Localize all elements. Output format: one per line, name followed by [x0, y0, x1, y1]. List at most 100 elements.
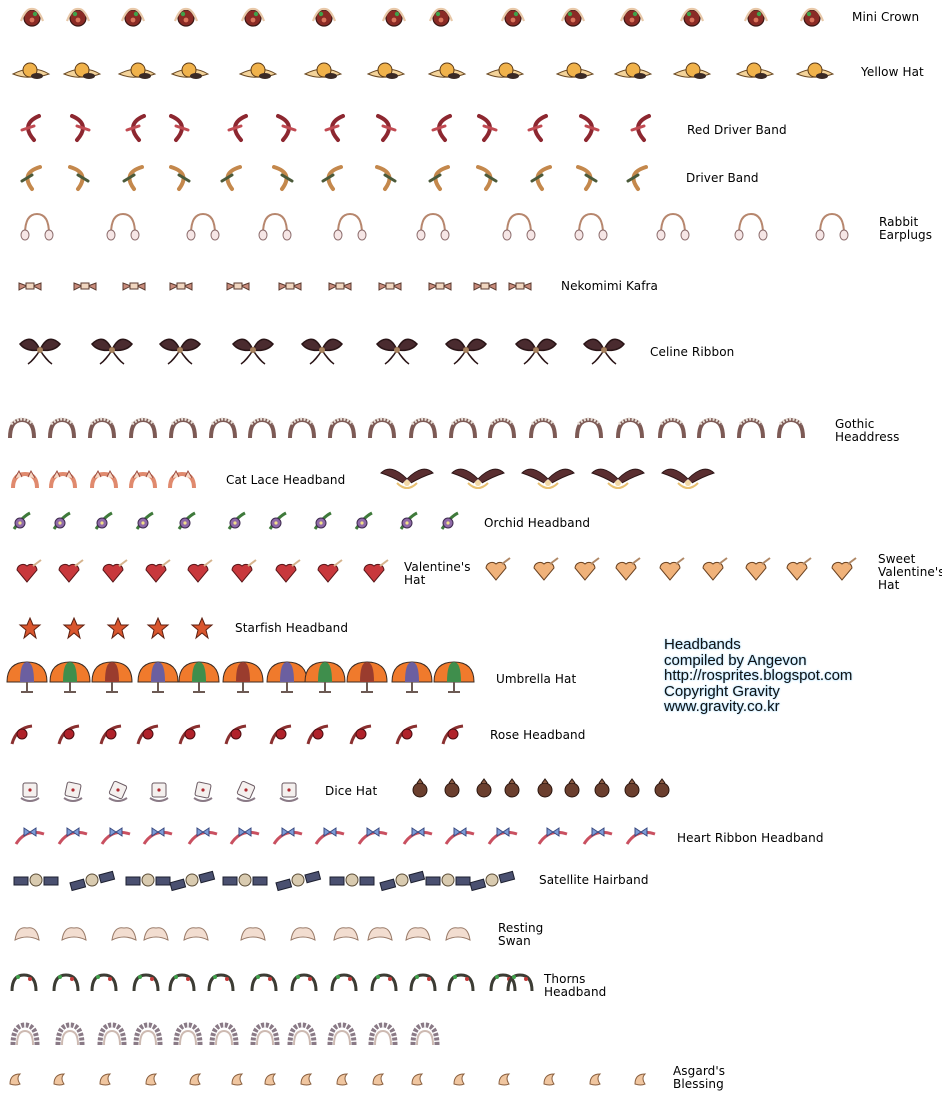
rabbit-earplugs-sprite-icon	[734, 212, 768, 241]
gothic-headdress-sprite-icon	[697, 417, 725, 439]
rose-headband-sprite-icon	[178, 724, 201, 745]
sprite-row-label: Orchid Headband	[484, 516, 591, 530]
gothic-headdress-sprite-icon	[616, 417, 644, 439]
sweet-valentines-hat-sprite-icon	[533, 557, 559, 581]
resting-swan-sprite-icon	[143, 927, 169, 941]
bag-sprites-sprite-icon	[564, 778, 580, 798]
gothic-headdress-sprite-icon	[488, 417, 516, 439]
cat-lace-headband-sprite-icon	[168, 469, 196, 489]
celine-ribbon-sprite-icon	[515, 338, 557, 365]
yellow-hat-sprite-icon	[117, 62, 157, 79]
dice-hat-sprite-icon	[279, 782, 299, 802]
resting-swan-sprite-icon	[240, 927, 266, 941]
satellite-hairband-sprite-icon	[13, 873, 59, 887]
driver-band-sprite-icon	[169, 165, 191, 191]
thorns-headband-sprite-icon	[330, 973, 358, 992]
rose-headband-sprite-icon	[136, 724, 159, 745]
resting-swan-sprite-icon	[367, 927, 393, 941]
rose-headband-sprite-icon	[441, 724, 464, 745]
cat-lace-headband-sprite-icon	[11, 469, 39, 489]
thorns-headband-sprite-icon	[506, 973, 534, 992]
sprite-row-label: Nekomimi Kafra	[561, 279, 659, 293]
nekomimi-kafra-sprite-icon	[18, 282, 42, 291]
red-driver-band-sprite-icon	[376, 114, 397, 142]
asgards-blessing-sprite-icon	[99, 1073, 112, 1086]
red-driver-band-sprite-icon	[70, 114, 91, 142]
satellite-hairband-sprite-icon	[125, 873, 171, 887]
rose-headband-sprite-icon	[269, 724, 292, 745]
driver-band-sprite-icon	[476, 165, 498, 191]
orchid-headband-sprite-icon	[135, 511, 154, 530]
heart-ribbon-headband-sprite-icon	[357, 827, 388, 845]
mini-crown-sprite-icon	[560, 7, 586, 27]
nekomimi-kafra-sprite-icon	[508, 282, 532, 291]
sprite-row-label: Dice Hat	[325, 784, 378, 798]
gear-tiara-sprite-icon	[410, 1022, 440, 1046]
gothic-headdress-sprite-icon	[209, 417, 237, 439]
resting-swan-sprite-icon	[183, 927, 209, 941]
dice-hat-sprite-icon	[108, 780, 128, 802]
asgards-blessing-sprite-icon	[336, 1073, 349, 1086]
bag-sprites-sprite-icon	[594, 778, 610, 798]
gothic-headdress-sprite-icon	[8, 417, 36, 439]
umbrella-hat-sprite-icon	[178, 661, 220, 693]
heart-ribbon-headband-sprite-icon	[625, 827, 656, 845]
nekomimi-kafra-sprite-icon	[226, 282, 250, 291]
yellow-hat-sprite-icon	[303, 62, 343, 79]
heart-ribbon-headband-sprite-icon	[402, 827, 433, 845]
gothic-headdress-sprite-icon	[777, 417, 805, 439]
orchid-headband-sprite-icon	[52, 511, 71, 530]
celine-ribbon-sprite-icon	[19, 338, 61, 365]
gear-tiara-sprite-icon	[287, 1022, 317, 1046]
sweet-valentines-hat-sprite-icon	[786, 557, 812, 581]
gear-tiara-sprite-icon	[209, 1022, 239, 1046]
heart-ribbon-headband-sprite-icon	[142, 827, 173, 845]
thorns-headband-sprite-icon	[447, 973, 475, 992]
driver-band-sprite-icon	[20, 165, 42, 191]
winged-tiara-sprite-icon	[591, 468, 645, 489]
sprite-row-label: Cat Lace Headband	[226, 473, 346, 487]
celine-ribbon-sprite-icon	[376, 338, 418, 365]
sweet-valentines-hat-sprite-icon	[702, 557, 728, 581]
sweet-valentines-hat-sprite-icon	[745, 557, 771, 581]
driver-band-sprite-icon	[626, 165, 648, 191]
satellite-hairband-sprite-icon	[469, 870, 516, 892]
mini-crown-sprite-icon	[743, 7, 769, 27]
driver-band-sprite-icon	[428, 165, 450, 191]
valentines-hat-sprite-icon	[16, 559, 42, 583]
starfish-headband-sprite-icon	[18, 616, 42, 640]
sweet-valentines-hat-sprite-icon	[831, 557, 857, 581]
heart-ribbon-headband-sprite-icon	[487, 827, 518, 845]
umbrella-hat-sprite-icon	[346, 661, 388, 693]
umbrella-hat-sprite-icon	[304, 661, 346, 693]
cat-lace-headband-sprite-icon	[49, 469, 77, 489]
orchid-headband-sprite-icon	[94, 511, 113, 530]
gothic-headdress-sprite-icon	[328, 417, 356, 439]
asgards-blessing-sprite-icon	[189, 1073, 202, 1086]
resting-swan-sprite-icon	[405, 927, 431, 941]
dice-hat-sprite-icon	[193, 781, 213, 802]
heart-ribbon-headband-sprite-icon	[444, 827, 475, 845]
valentines-hat-sprite-icon	[102, 559, 128, 583]
sprite-row-label: Celine Ribbon	[650, 345, 735, 359]
thorns-headband-sprite-icon	[409, 973, 437, 992]
nekomimi-kafra-sprite-icon	[428, 282, 452, 291]
winged-tiara-sprite-icon	[451, 468, 505, 489]
credits-line: http://rosprites.blogspot.com	[664, 667, 853, 685]
dice-hat-sprite-icon	[236, 780, 256, 802]
celine-ribbon-sprite-icon	[91, 338, 133, 365]
heart-ribbon-headband-sprite-icon	[537, 827, 568, 845]
umbrella-hat-sprite-icon	[266, 661, 308, 693]
rose-headband-sprite-icon	[224, 724, 247, 745]
sweet-valentines-hat-sprite-icon	[485, 557, 511, 581]
asgards-blessing-sprite-icon	[411, 1073, 424, 1086]
rose-headband-sprite-icon	[99, 724, 122, 745]
mini-crown-sprite-icon	[799, 7, 825, 27]
red-driver-band-sprite-icon	[276, 114, 297, 142]
rabbit-earplugs-sprite-icon	[186, 212, 220, 241]
sweet-valentines-hat-sprite-icon	[615, 557, 641, 581]
driver-band-sprite-icon	[576, 165, 598, 191]
nekomimi-kafra-sprite-icon	[378, 282, 402, 291]
heart-ribbon-headband-sprite-icon	[187, 827, 218, 845]
